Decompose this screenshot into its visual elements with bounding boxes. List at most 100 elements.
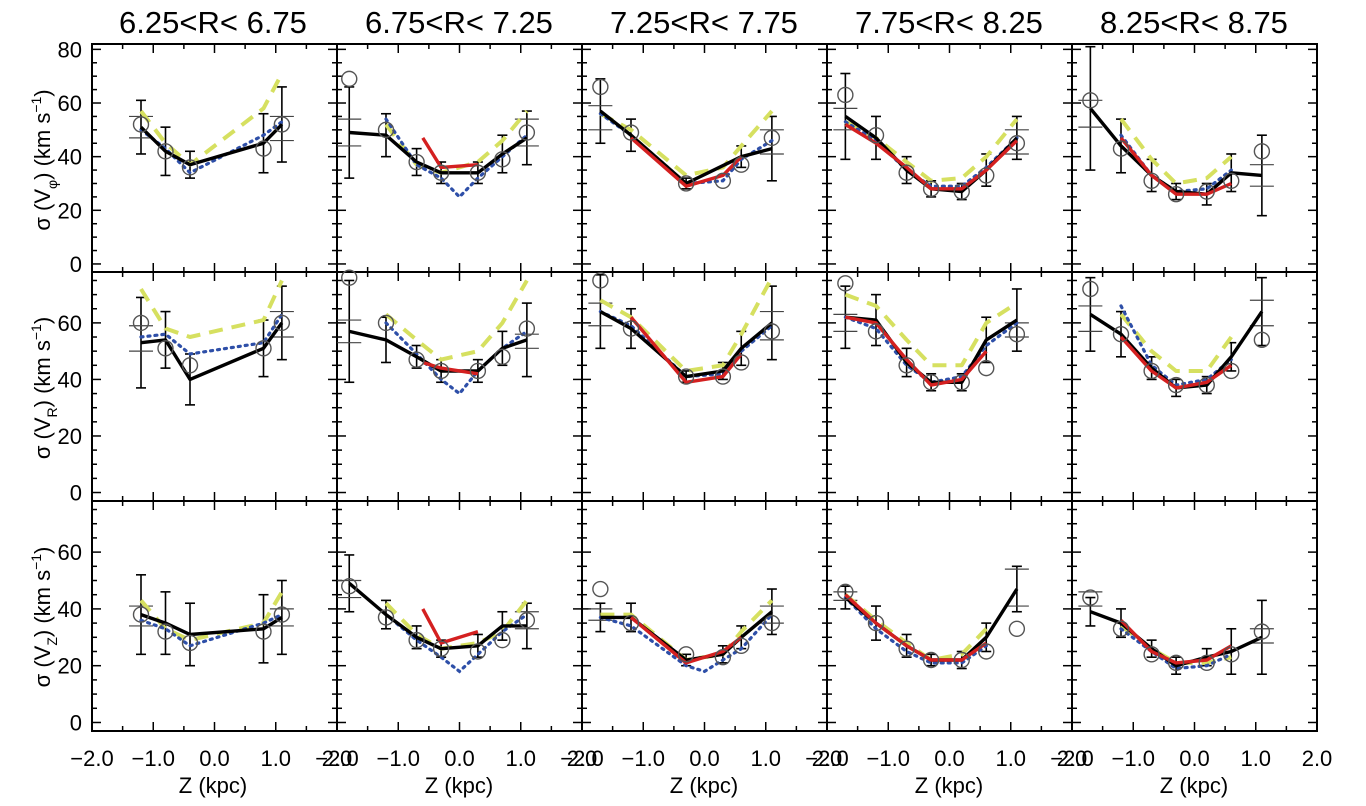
panel-r2-c4	[826, 271, 1073, 502]
x-tick-label: −1.0	[132, 746, 175, 771]
y-tick-labels: 0 20 40 60 80 0 20 40 60 0 20 40 60	[58, 37, 82, 735]
series-black-solid	[348, 329, 528, 373]
x-tick-label: 2.0	[1057, 746, 1088, 771]
column-title-1: 6.25<R< 6.75	[119, 5, 307, 40]
panel-frame	[91, 271, 338, 502]
panel-r1-c5	[1071, 43, 1318, 273]
y-tick-label: 20	[58, 424, 82, 449]
data-circle-marker	[1143, 646, 1160, 663]
data-circle-marker	[592, 580, 609, 598]
data-circle-marker	[377, 121, 395, 139]
data-circle-marker	[1008, 135, 1026, 152]
data-circle-marker	[494, 631, 511, 649]
data-circle-marker	[1223, 646, 1240, 663]
series-blue-dotted	[384, 612, 529, 674]
data-circle-marker	[1253, 331, 1271, 349]
panel-r2-c2	[336, 269, 583, 502]
x-tick-label: 1.0	[750, 746, 781, 771]
data-circle-marker	[341, 70, 358, 88]
y-axis-label-vz: σ (VZ) (km s−1)	[28, 547, 60, 688]
column-title-4: 7.75<R< 8.25	[855, 5, 1043, 40]
y-tick-label: 40	[58, 367, 82, 392]
panel-grid	[91, 43, 1318, 732]
data-circle-marker	[677, 368, 695, 385]
series-red-solid	[845, 315, 988, 387]
y-tick-label: 0	[70, 252, 82, 277]
series-red-solid	[629, 316, 743, 384]
data-circle-marker	[1198, 376, 1215, 394]
column-title-2: 6.75<R< 7.25	[365, 5, 553, 40]
x-tick-label: 2.0	[322, 746, 353, 771]
panel-frame	[336, 271, 583, 502]
panel-r1-c3	[581, 43, 828, 273]
panel-r2-c3	[581, 271, 828, 502]
data-circle-marker	[1008, 325, 1026, 343]
x-tick-label: 1.0	[505, 746, 536, 771]
series-red-solid	[629, 136, 743, 188]
data-circle-marker	[837, 583, 854, 601]
data-circle-marker	[408, 153, 425, 171]
data-circle-marker	[622, 320, 640, 337]
series-blue-dotted	[139, 312, 284, 356]
data-circle-marker	[898, 640, 915, 657]
data-circle-marker	[255, 623, 272, 640]
series-blue-dotted	[384, 321, 529, 396]
series-black-solid	[845, 315, 1018, 384]
panel-r1-c1	[91, 43, 338, 273]
series-red-solid	[629, 616, 743, 665]
series-red-solid	[422, 360, 479, 376]
panel-frame	[1071, 43, 1318, 273]
data-circle-marker	[157, 340, 174, 357]
data-circle-marker	[469, 643, 487, 660]
data-circle-marker	[714, 368, 732, 385]
x-tick-label: −1.0	[1112, 746, 1155, 771]
data-circle-marker	[1223, 362, 1240, 380]
x-axis-label-1: Z (kpc)	[179, 773, 247, 798]
x-tick-label: −2.0	[315, 746, 358, 771]
data-circle-marker	[922, 651, 940, 669]
data-circle-marker	[898, 357, 915, 374]
data-circle-marker	[733, 637, 750, 655]
data-circle-marker	[733, 354, 750, 371]
data-circle-marker	[494, 151, 511, 168]
panel-r1-c2	[336, 43, 583, 273]
panel-r2-c5	[1071, 271, 1318, 502]
x-axis-label-3: Z (kpc)	[670, 773, 738, 798]
series-red-solid	[421, 137, 479, 170]
data-circle-marker	[432, 164, 450, 181]
y-tick-label: 0	[70, 710, 82, 735]
data-circle-marker	[978, 643, 995, 660]
panel-r3-c4	[826, 500, 1073, 732]
series-black-solid	[348, 582, 527, 651]
data-circle-marker	[518, 124, 536, 141]
data-circle-marker	[273, 314, 291, 332]
x-tick-label: 2.0	[567, 746, 598, 771]
data-circle-marker	[341, 577, 358, 595]
data-circle-marker	[763, 129, 781, 147]
panel-frame	[826, 500, 1073, 732]
y-tick-label: 60	[58, 540, 82, 565]
data-circle-marker	[867, 126, 885, 144]
series-black-solid	[1089, 610, 1263, 668]
panel-frame	[581, 43, 828, 273]
x-tick-label: 0.0	[444, 746, 475, 771]
series-blue-dotted	[384, 117, 529, 200]
data-circle-marker	[592, 78, 609, 96]
column-title-3: 7.25<R< 7.75	[610, 5, 798, 40]
panel-r3-c5	[1071, 500, 1318, 732]
data-circle-marker	[714, 648, 732, 666]
data-circle-marker	[867, 323, 885, 340]
data-circle-marker	[733, 156, 750, 173]
y-tick-label: 60	[58, 311, 82, 336]
panel-frame	[826, 43, 1073, 273]
series-yellow-dashed	[844, 292, 1018, 368]
data-circle-marker	[1143, 172, 1160, 190]
y-axis-labels: σ (Vφ) (km s−1) σ (VR) (km s−1) σ (VZ) (…	[28, 89, 60, 687]
x-tick-labels: −2.0 −1.0 0.0 1.0 2.0−2.0 −1.0 0.0 1.0 2.0−2.0 −1…	[70, 746, 1332, 771]
data-circle-marker	[1167, 186, 1185, 203]
data-circle-marker	[432, 640, 450, 657]
data-circle-marker	[132, 116, 150, 133]
data-circle-marker	[1198, 654, 1215, 672]
panel-frame	[581, 271, 828, 502]
panel-frame	[91, 500, 338, 732]
